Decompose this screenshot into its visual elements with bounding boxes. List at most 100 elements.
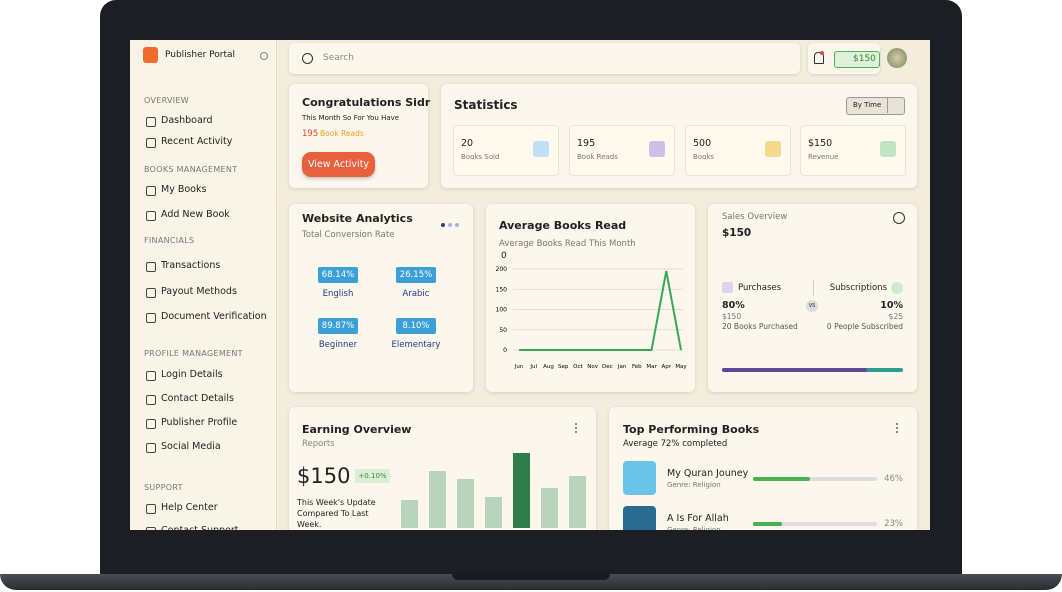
nav-item[interactable]: My Books — [161, 184, 207, 195]
top-books-card — [609, 407, 917, 530]
change-label: +0.10% — [358, 472, 387, 480]
nav-item[interactable]: Dashboard — [161, 115, 213, 126]
balance-badge[interactable] — [834, 51, 880, 68]
bell-icon[interactable] — [814, 52, 824, 64]
nav-icon[interactable] — [146, 527, 156, 530]
nav-icon[interactable] — [146, 395, 156, 405]
search-icon — [302, 53, 313, 64]
analytics-card — [289, 204, 473, 392]
nav-icon[interactable] — [146, 504, 156, 514]
nav-icon[interactable] — [146, 138, 156, 148]
top-books-title: Top Performing Books — [623, 423, 760, 436]
section-title: BOOKS MANAGEMENT — [144, 165, 238, 174]
purchases-note: 20 Books Purchased — [722, 322, 798, 331]
change-badge — [355, 469, 390, 483]
chart-current-value: 0 — [501, 251, 507, 261]
book-percent: 46% — [884, 474, 903, 484]
search-placeholder: Search — [323, 53, 354, 63]
carousel-dot[interactable] — [441, 223, 445, 227]
nav-icon[interactable] — [146, 419, 156, 429]
nav-icon[interactable] — [146, 443, 156, 453]
nav-icon[interactable] — [146, 313, 156, 323]
rate-value: 68.14% — [321, 270, 355, 280]
screen: 0 50 100 150 200 Jun Jul Aug Sep Oct Nov Dec Jan Feb M… — [130, 40, 930, 530]
rate-label: English — [322, 289, 354, 299]
book-progress-track — [753, 522, 877, 526]
nav-item[interactable]: Transactions — [161, 260, 221, 271]
nav-icon[interactable] — [146, 371, 156, 381]
rate-label: Arabic — [402, 289, 430, 299]
filter-label: By Time — [853, 101, 882, 109]
rate-badge — [396, 267, 436, 283]
nav-item[interactable]: Contact Support — [161, 524, 239, 530]
stat-value: 500 — [693, 138, 712, 149]
nav-item[interactable]: Publisher Profile — [161, 417, 238, 428]
rate-badge — [318, 318, 358, 334]
section-title: FINANCIALS — [144, 236, 195, 245]
kebab-menu[interactable] — [896, 423, 900, 433]
statistics-title: Statistics — [454, 98, 518, 112]
subscriptions-icon — [891, 282, 903, 294]
divider — [813, 280, 814, 296]
avatar[interactable] — [887, 48, 907, 68]
carousel-dot[interactable] — [448, 223, 452, 227]
vs-badge — [806, 300, 818, 312]
congrats-subtitle: This Month So For You Have — [302, 114, 400, 122]
analytics-title: Website Analytics — [302, 212, 413, 225]
stat-value: $150 — [808, 138, 833, 149]
nav-item[interactable]: Help Center — [161, 502, 218, 513]
book-title[interactable]: My Quran Jouney — [667, 468, 749, 479]
view-activity-button[interactable] — [302, 152, 375, 177]
close-icon — [260, 52, 268, 60]
purchases-label: Purchases — [738, 283, 782, 293]
rate-label: Beginner — [318, 340, 358, 350]
nav-icon[interactable] — [146, 186, 156, 196]
nav-item[interactable]: Social Media — [161, 441, 221, 452]
nav-icon[interactable] — [146, 288, 156, 298]
nav-item[interactable]: Document Verification — [161, 311, 267, 322]
earning-note: This Week's Update Compared To Last Week… — [297, 498, 376, 529]
nav-item[interactable]: Add New Book — [161, 209, 230, 220]
sidebar — [130, 40, 277, 530]
stat-label: Books — [693, 153, 715, 161]
nav-item[interactable]: Payout Methods — [161, 286, 237, 297]
stat-label: Books Sold — [461, 153, 500, 161]
book-percent: 23% — [884, 519, 903, 529]
nav-icon[interactable] — [146, 262, 156, 272]
book-cover[interactable] — [623, 506, 656, 530]
book-genre: Genre: Religion — [667, 481, 721, 489]
rate-badge — [318, 267, 358, 283]
nav-item[interactable]: Recent Activity — [161, 136, 233, 147]
stat-icon — [880, 141, 896, 157]
rate-value: 89.87% — [321, 321, 355, 331]
carousel-dot[interactable] — [455, 223, 459, 227]
nav-item[interactable]: Login Details — [161, 369, 223, 380]
search-bar[interactable] — [289, 43, 800, 74]
top-books-subtitle: Average 72% completed — [623, 439, 728, 449]
info-icon[interactable] — [893, 212, 905, 224]
sales-amount: $150 — [722, 227, 752, 239]
filter-dropdown[interactable] — [846, 97, 905, 115]
nav-icon[interactable] — [146, 117, 156, 127]
balance: $150 — [853, 53, 876, 64]
earning-subtitle: Reports — [302, 439, 335, 449]
kebab-menu[interactable] — [575, 423, 579, 433]
rate-value: 8.10% — [402, 321, 430, 331]
read-count-label: Book Reads — [320, 129, 364, 138]
sales-title: Sales Overview — [722, 212, 788, 222]
nav-icon[interactable] — [146, 211, 156, 221]
stat-label: Book Reads — [577, 153, 618, 161]
book-cover[interactable] — [623, 461, 656, 495]
filter-chevron — [887, 97, 888, 113]
logo — [143, 47, 158, 63]
notification-dot — [820, 51, 824, 55]
purchases-percent: 80% — [722, 300, 745, 311]
chart-title: Average Books Read — [499, 219, 627, 232]
nav-item[interactable]: Contact Details — [161, 393, 234, 404]
view-activity-label[interactable]: View Activity — [307, 158, 370, 170]
book-title[interactable]: A Is For Allah — [667, 513, 729, 524]
subscriptions-percent: 10% — [880, 300, 903, 311]
stat-icon — [533, 141, 549, 157]
book-genre: Genre: Religion — [667, 526, 721, 530]
subscriptions-amount: $25 — [888, 312, 903, 321]
